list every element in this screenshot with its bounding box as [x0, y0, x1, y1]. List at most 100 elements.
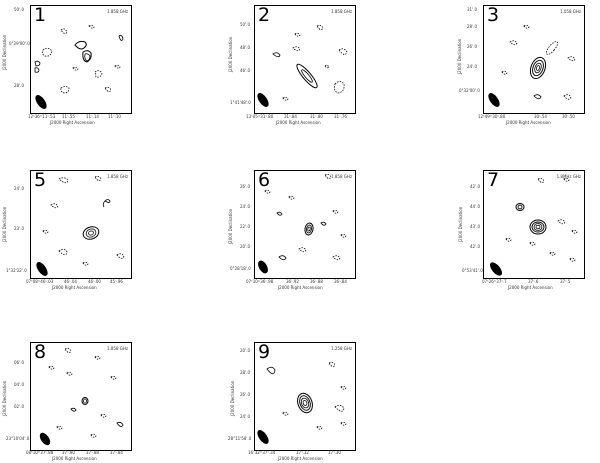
panel-8-xtick: 37ˢ.84 — [110, 450, 123, 455]
panel-7-ytick: 43'.0 — [470, 224, 481, 229]
panel-5-xtick: 07ʰ08ᵐ46ˢ.03 — [26, 279, 54, 284]
panel-8-xtick: 08ʰ10ᵐ37ˢ.88 — [26, 450, 54, 455]
beam-ellipse — [36, 262, 48, 276]
contour — [306, 224, 312, 234]
contour — [340, 385, 347, 390]
panel-9-ytick: 26'.0 — [240, 392, 251, 397]
panel-5-number: 5 — [34, 170, 47, 191]
panel-2-plot: 2 1.858 GHz — [254, 5, 356, 114]
contour — [85, 228, 97, 238]
contour — [82, 50, 92, 63]
contour — [266, 366, 276, 375]
panel-9-frequency: 1.258 GHz — [331, 346, 352, 351]
contour — [533, 223, 543, 231]
contour — [288, 195, 295, 200]
contour — [563, 94, 572, 100]
contour — [334, 404, 345, 412]
contour — [282, 96, 289, 101]
contour — [88, 230, 94, 236]
contour — [549, 251, 556, 256]
contour — [64, 347, 72, 353]
panel-6-number: 6 — [258, 170, 271, 191]
panel-9-contours — [257, 361, 347, 444]
panel-9-xlabel: J2000 Right Ascension — [278, 456, 323, 461]
contour — [563, 177, 570, 182]
contour — [567, 56, 576, 62]
panel-5-ytick: 1°32'22'.0 — [6, 268, 27, 273]
panel-5-xtick: 46ˢ.04 — [64, 279, 77, 284]
contour — [81, 397, 89, 405]
contour — [535, 224, 541, 230]
panel-3-xtick: 12ʰ49ᵐ30ˢ.80 — [478, 114, 506, 119]
panel-8-ylabel: J2000 Declination — [2, 380, 7, 416]
panel-7-ytick: 44'.0 — [470, 204, 481, 209]
contour — [328, 361, 336, 367]
panel-3-xtick: 30ˢ.50 — [562, 114, 575, 119]
panel-5-frequency: 1.858 GHz — [107, 174, 128, 179]
panel-9-ylabel: J2000 Declination — [230, 380, 235, 416]
panel-1-ylabel: J2000 Declination — [2, 34, 7, 70]
contour — [533, 94, 542, 100]
contour — [66, 371, 73, 376]
panel-8-xtick: 37ˢ.88 — [86, 450, 99, 455]
contour — [42, 229, 49, 234]
contour — [299, 395, 311, 411]
panel-3-ytick: 28'.0 — [467, 24, 478, 29]
beam-ellipse — [490, 262, 502, 276]
panel-5-ylabel: J2000 Declination — [2, 206, 7, 242]
panel-2-ytick: 50'.0 — [240, 22, 251, 27]
panel-7-ylabel: J2000 Declination — [458, 206, 463, 242]
panel-7-xtick: 37ˢ.6 — [528, 279, 539, 284]
contour — [569, 257, 576, 262]
panel-6-ytick: 24'.0 — [240, 204, 251, 209]
panel-8-contours — [39, 347, 124, 446]
panel-9-xtick: 16ʰ32ᵐ37ˢ.34 — [248, 450, 276, 455]
contour — [338, 48, 348, 55]
panel-2-ylabel: J2000 Declination — [228, 36, 233, 72]
panel-8-frequency: 1.858 GHz — [107, 346, 128, 351]
contour — [94, 355, 101, 360]
panel-7-number: 7 — [487, 170, 500, 191]
panel-9-xtick: 37ˢ.32 — [296, 450, 309, 455]
panel-1-xtick: 12ʰ36ᵐ11ˢ.53 — [28, 114, 56, 119]
panel-3-ytick: 31'.0 — [467, 7, 478, 12]
panel-1-frequency: 1.858 GHz — [107, 9, 128, 14]
panel-9-plot: 9 1.258 GHz — [254, 342, 356, 451]
contour — [104, 86, 112, 92]
contour — [34, 67, 40, 73]
contour — [100, 413, 107, 418]
contour — [529, 241, 536, 246]
panel-7-plot: 7 1.8MHz GHz — [483, 170, 585, 279]
panel-5-xlabel: J2000 Right Ascension — [52, 285, 97, 290]
contour — [83, 398, 88, 404]
panel-5-contours — [36, 175, 125, 276]
panel-3-xtick: 30ˢ.54 — [534, 114, 547, 119]
contour — [334, 81, 345, 94]
contour — [110, 375, 117, 380]
contour — [102, 199, 111, 208]
panel-3-ytick: 0°32'00'.0 — [459, 88, 480, 93]
panel-7-xtick: 07ʰ26ᵐ37ˢ.7 — [482, 279, 507, 284]
contour — [296, 63, 318, 89]
contour — [272, 52, 281, 58]
contour — [302, 400, 308, 406]
panel-6-ytick: 22'.0 — [240, 224, 251, 229]
contour — [534, 62, 542, 74]
panel-8-plot: 8 1.858 GHz — [30, 342, 132, 451]
contour — [88, 24, 95, 29]
contour — [90, 433, 97, 438]
panel-1-xlabel: J2000 Right Ascension — [50, 120, 95, 125]
panel-3-ytick: 24'.0 — [467, 64, 478, 69]
panel-5-plot: 5 1.858 GHz — [30, 170, 132, 279]
contour — [332, 209, 339, 214]
contour — [72, 66, 79, 71]
contour — [340, 421, 347, 426]
panel-2-ytick: 48'.0 — [240, 45, 251, 50]
contour — [332, 255, 341, 261]
panel-8-number: 8 — [34, 342, 47, 363]
panel-6-ytick: 20'.0 — [240, 244, 251, 249]
contour — [297, 392, 313, 414]
beam-ellipse — [258, 260, 268, 274]
panel-6-ylabel: J2000 Declination — [228, 208, 233, 244]
panel-2-ytick: 46'.0 — [240, 68, 251, 73]
